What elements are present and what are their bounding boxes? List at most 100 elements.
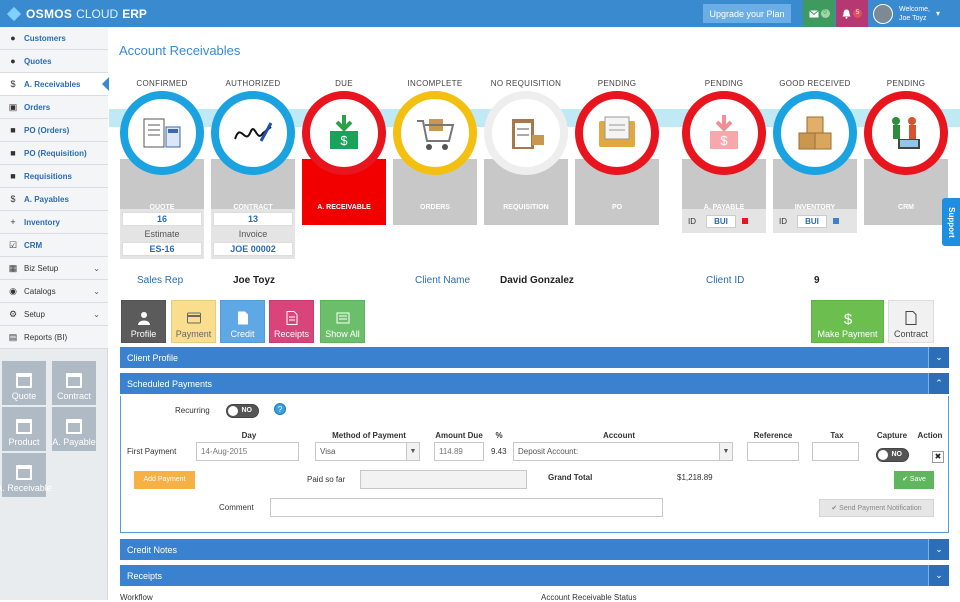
client-id-label: Client ID: [706, 275, 745, 286]
sidebar-item-quotes[interactable]: ● Quotes: [0, 50, 108, 73]
scheduled-payments-panel[interactable]: Scheduled Payments ⌃: [120, 373, 949, 394]
quote-summary-card[interactable]: 16 Estimate ES-16: [120, 209, 204, 259]
contract-summary-card[interactable]: 13 Invoice JOE 00002: [211, 209, 295, 259]
folder-icon: [599, 116, 635, 147]
quick-tile-contract[interactable]: Contract: [52, 361, 96, 405]
workflow-stage-crm[interactable]: PENDING CRM: [864, 79, 948, 227]
avatar: [873, 3, 893, 24]
day-input[interactable]: 14-Aug-2015: [196, 442, 299, 461]
signature-icon: [234, 122, 273, 142]
sidebar-item-inventory[interactable]: + Inventory: [0, 211, 108, 234]
method-select[interactable]: Visa ▼: [315, 442, 420, 461]
workflow-stage-orders[interactable]: INCOMPLETE ORDERS: [393, 79, 477, 227]
mail-notifications-button[interactable]: 0: [803, 0, 835, 27]
chevron-down-icon: ⌄: [93, 286, 100, 296]
comment-input[interactable]: [270, 498, 663, 517]
brand-main: OSMOS: [26, 7, 73, 21]
mail-count-badge: 0: [820, 9, 830, 18]
contract-code: JOE 00002: [213, 242, 293, 256]
palette-icon: ◉: [9, 285, 17, 296]
save-button[interactable]: ✔ Save: [894, 471, 934, 489]
chevron-down-icon[interactable]: ⌄: [928, 347, 949, 368]
chevron-down-icon[interactable]: ⌄: [928, 565, 949, 586]
app-logo[interactable]: OSMOS CLOUD ERP: [6, 5, 147, 23]
chevron-down-icon[interactable]: ⌄: [928, 539, 949, 560]
sidebar-item-catalogs[interactable]: ◉ Catalogs ⌄: [0, 280, 108, 303]
file-icon: [905, 311, 917, 325]
recurring-toggle[interactable]: NO: [226, 404, 259, 418]
sidebar-item-biz-setup[interactable]: ▦ Biz Setup ⌄: [0, 257, 108, 280]
col-account: Account: [603, 431, 635, 440]
quote-number: 16: [122, 212, 202, 226]
tax-input[interactable]: [812, 442, 859, 461]
contract-type: Invoice: [238, 229, 268, 239]
workflow-stage-po[interactable]: PENDING PO: [575, 79, 659, 227]
sidebar-item-requisitions[interactable]: ■ Requisitions: [0, 165, 108, 188]
receipts-panel[interactable]: Receipts ⌄: [120, 565, 949, 586]
workflow-stage-inventory[interactable]: GOOD RECEIVED INVENTORY: [773, 79, 857, 227]
upgrade-plan-button[interactable]: Upgrade your Plan: [703, 4, 791, 23]
sidebar-item-setup[interactable]: ⚙ Setup ⌄: [0, 303, 108, 326]
payable-id-box: ID BUI: [682, 209, 766, 233]
sidebar-item-reports[interactable]: ▤ Reports (BI): [0, 326, 108, 349]
workflow-stage-payable[interactable]: PENDING A. PAYABLE $: [682, 79, 766, 227]
chevron-down-icon: ▼: [406, 443, 419, 460]
payment-button[interactable]: Payment: [171, 300, 216, 343]
boxes-icon: [798, 116, 832, 150]
quick-tile-receivable[interactable]: A. Receivable: [0, 453, 52, 497]
user-icon: [137, 312, 150, 325]
account-select[interactable]: Deposit Account: ▼: [513, 442, 733, 461]
quick-tile-payable[interactable]: A. Payable: [52, 407, 96, 451]
profile-button[interactable]: Profile: [121, 300, 166, 343]
add-payment-button[interactable]: Add Payment: [134, 471, 195, 489]
workflow-stage-receivable[interactable]: DUE A. RECEIVABLE $: [302, 79, 386, 227]
recurring-label: Recurring: [175, 406, 210, 415]
sidebar-item-crm[interactable]: ☑ CRM: [0, 234, 108, 257]
quick-tile-product[interactable]: Product: [2, 407, 46, 451]
quick-tile-quote[interactable]: Quote: [2, 361, 46, 405]
capture-toggle[interactable]: NO: [876, 448, 909, 462]
workflow-stage-requisition[interactable]: NO REQUISITION REQUISITION: [484, 79, 568, 227]
col-action: Action: [917, 431, 943, 440]
inventory-id-box: ID BUI: [773, 209, 857, 233]
sidebar-item-receivables[interactable]: $ A. Receivables: [0, 73, 109, 96]
client-profile-panel[interactable]: Client Profile ⌄: [120, 347, 949, 368]
chevron-up-icon[interactable]: ⌃: [928, 373, 949, 394]
svg-text:$: $: [843, 311, 852, 325]
make-payment-button[interactable]: $ Make Payment: [811, 300, 884, 343]
credit-notes-panel[interactable]: Credit Notes ⌄: [120, 539, 949, 560]
show-all-button[interactable]: Show All: [320, 300, 365, 343]
brand-erp: ERP: [122, 7, 147, 21]
client-name-label: Client Name: [415, 275, 471, 286]
alerts-button[interactable]: 5: [836, 0, 868, 27]
user-icon: ●: [10, 33, 16, 43]
user-name: Joe Toyz: [899, 14, 927, 22]
user-menu[interactable]: Welcome, Joe Toyz ▾: [870, 0, 960, 27]
contract-number: 13: [213, 212, 293, 226]
reference-input[interactable]: [747, 442, 799, 461]
svg-text:$: $: [720, 133, 728, 148]
help-icon[interactable]: ?: [274, 403, 286, 415]
credit-card-icon: [186, 312, 201, 324]
send-notification-button[interactable]: ✔ Send Payment Notification: [819, 499, 934, 517]
receipts-button[interactable]: Receipts: [269, 300, 314, 343]
contract-button[interactable]: Contract: [888, 300, 934, 343]
status-marker: [742, 218, 748, 224]
top-bar: OSMOS CLOUD ERP Upgrade your Plan 0 5 We…: [0, 0, 960, 27]
sidebar-item-po-requisition[interactable]: ■ PO (Requisition): [0, 142, 108, 165]
credit-button[interactable]: Credit: [220, 300, 265, 343]
amount-input[interactable]: 114.89: [434, 442, 484, 461]
sidebar-item-po-orders[interactable]: ■ PO (Orders): [0, 119, 108, 142]
sidebar-item-payables[interactable]: $ A. Payables: [0, 188, 108, 211]
percent-value: 9.43: [491, 447, 507, 456]
sidebar-item-orders[interactable]: ▣ Orders: [0, 96, 108, 119]
calendar-icon: [66, 419, 82, 434]
workflow-stage-contract[interactable]: AUTHORIZED CONTRACT: [211, 79, 295, 227]
payable-id-value: BUI: [706, 214, 736, 228]
grand-total-value: $1,218.89: [677, 473, 713, 482]
support-tab[interactable]: Support: [942, 198, 960, 246]
dollar-icon: $: [10, 79, 16, 89]
workflow-stage-quote[interactable]: CONFIRMED QUOTE: [120, 79, 204, 227]
sidebar-item-customers[interactable]: ● Customers: [0, 27, 108, 50]
remove-row-button[interactable]: ✖: [932, 451, 944, 463]
